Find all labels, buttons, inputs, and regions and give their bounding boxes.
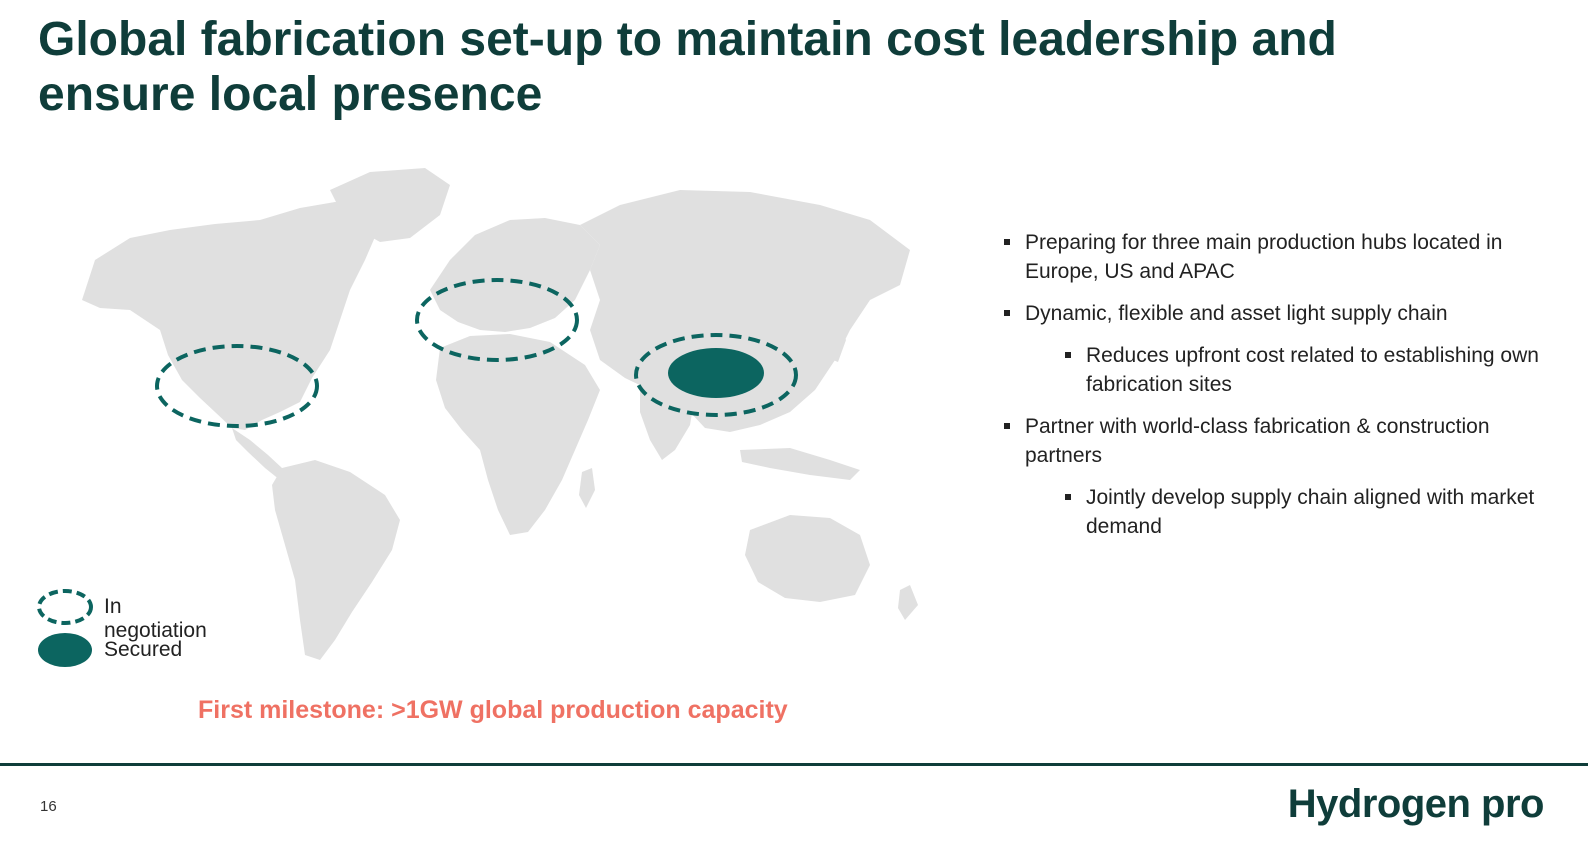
marker-europe xyxy=(415,278,579,362)
landmass-australia xyxy=(745,515,870,602)
sub-bullet-item: Reduces upfront cost related to establis… xyxy=(1061,341,1560,399)
legend-secured-label: Secured xyxy=(104,638,183,661)
legend-negotiation-label: In negotiation xyxy=(104,595,207,642)
marker-north-america xyxy=(155,344,319,428)
bullet-list: Preparing for three main production hubs… xyxy=(1000,228,1560,554)
footer-divider xyxy=(0,763,1588,766)
landmass-new-zealand xyxy=(898,585,918,620)
world-map xyxy=(0,150,960,680)
dashed-ellipse-icon xyxy=(37,589,93,625)
landmass-south-america xyxy=(272,460,400,660)
landmass-greenland xyxy=(330,168,450,242)
landmass-group xyxy=(82,168,918,660)
page-number: 16 xyxy=(40,798,57,815)
landmass-madagascar xyxy=(579,468,595,508)
slide-title: Global fabrication set-up to maintain co… xyxy=(38,13,1337,121)
landmass-north-america xyxy=(82,202,378,430)
company-logo: Hydrogen pro xyxy=(1287,782,1545,826)
milestone-text: First milestone: >1GW global production … xyxy=(198,696,788,724)
landmass-japan xyxy=(828,318,846,362)
landmass-central-america xyxy=(232,428,290,480)
landmass-indonesia xyxy=(740,448,860,480)
filled-ellipse-icon xyxy=(38,633,92,667)
landmass-uk xyxy=(452,250,470,280)
world-map-svg xyxy=(82,168,918,660)
landmass-europe xyxy=(430,218,600,332)
sub-bullet-item: Jointly develop supply chain aligned wit… xyxy=(1061,483,1560,541)
marker-china-secured xyxy=(668,348,764,398)
landmass-asia xyxy=(580,190,910,432)
bullet-item: Preparing for three main production hubs… xyxy=(1000,228,1560,286)
marker-asia xyxy=(634,333,798,417)
bullet-item: Partner with world-class fabrication & c… xyxy=(1000,412,1560,470)
bullet-item: Dynamic, flexible and asset light supply… xyxy=(1000,299,1560,328)
landmass-africa xyxy=(436,334,600,535)
